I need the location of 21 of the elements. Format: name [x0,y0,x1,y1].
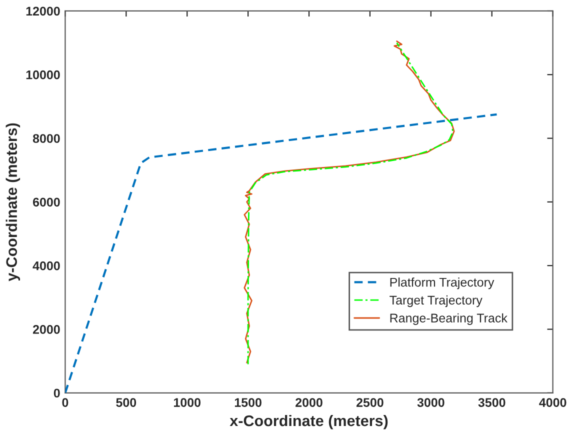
y-tick-label: 8000 [32,134,60,143]
legend-label: Target Trajectory [390,295,482,308]
x-tick-label: 1000 [174,398,201,407]
y-tick-label: 4000 [32,261,60,270]
x-tick-label: 0 [62,398,68,407]
x-axis-title: x-Coordinate (meters) [230,414,388,430]
y-tick-label: 10000 [26,70,60,80]
x-tick-label: 3000 [417,398,444,407]
y-axis-title: y-Coordinate (meters) [6,123,20,282]
x-tick-label: 3500 [478,398,506,407]
x-tick-label: 2500 [356,398,384,407]
y-tick-label: 6000 [32,198,60,207]
x-tick-label: 4000 [539,398,566,407]
y-tick-label: 0 [54,388,60,398]
legend-label: Range-Bearing Track [390,313,508,325]
x-tick-label: 500 [116,398,136,407]
x-tick-label: 1500 [234,398,262,407]
legend-label: Platform Trajectory [390,278,494,290]
y-tick-label: 2000 [32,325,60,334]
x-tick-label: 2000 [296,398,322,407]
y-tick-label: 12000 [26,6,60,16]
